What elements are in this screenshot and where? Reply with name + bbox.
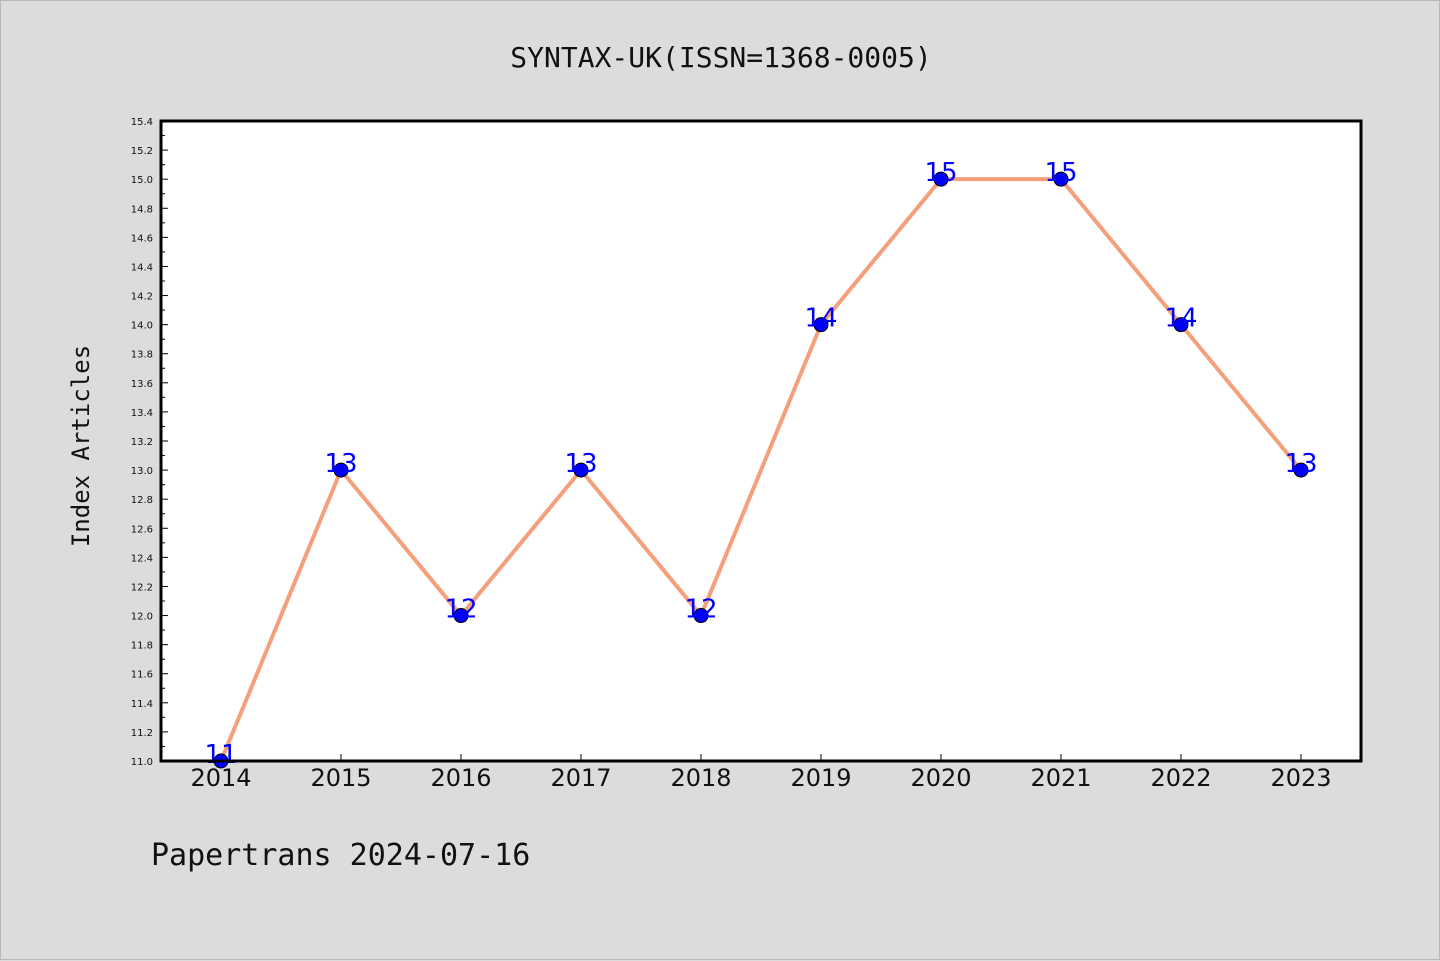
data-point — [453, 608, 469, 624]
x-tick-label: 2022 — [1150, 764, 1211, 792]
y-tick-label: 13.2 — [131, 437, 153, 448]
x-axis: 2014 2015 2016 2017 2018 2019 2020 2021 2022 2023 — [190, 754, 1332, 792]
y-tick-label: 14.2 — [131, 292, 153, 303]
data-label: 14 — [804, 304, 837, 334]
x-tick-label: 2019 — [790, 764, 851, 792]
data-label: 12 — [684, 595, 717, 625]
x-tick-label: 2021 — [1030, 764, 1091, 792]
chart-title: SYNTAX-UK(ISSN=1368-0005) — [510, 41, 931, 74]
data-point — [333, 462, 349, 478]
y-tick-label: 14.0 — [131, 321, 153, 332]
y-tick-label: 12.2 — [131, 582, 153, 593]
y-tick-label: 15.2 — [131, 146, 153, 157]
x-tick-label: 2016 — [430, 764, 491, 792]
y-tick-label: 13.8 — [131, 350, 153, 361]
y-tick-label: 13.6 — [131, 379, 153, 390]
plot-frame — [159, 119, 1363, 763]
series-line — [219, 177, 1303, 762]
data-point — [1293, 462, 1309, 478]
data-point — [693, 608, 709, 624]
y-tick-label: 12.8 — [131, 495, 153, 506]
y-tick-label: 11.2 — [131, 728, 153, 739]
y-tick-label: 13.0 — [131, 466, 153, 477]
data-label: 12 — [444, 595, 477, 625]
y-tick-label: 14.4 — [131, 262, 153, 273]
y-tick-label: 14.8 — [131, 204, 153, 215]
x-tick-label: 2018 — [670, 764, 731, 792]
y-tick-label: 13.4 — [131, 408, 153, 419]
data-label: 13 — [1284, 449, 1317, 479]
x-tick-label: 2014 — [190, 764, 251, 792]
data-point — [573, 462, 589, 478]
data-label: 15 — [1044, 158, 1077, 188]
data-label: 11 — [204, 740, 237, 770]
data-labels: 11 13 12 13 12 14 15 15 14 13 — [204, 158, 1317, 770]
x-tick-label: 2017 — [550, 764, 611, 792]
y-tick-label: 11.8 — [131, 641, 153, 652]
y-axis-label: Index Articles — [67, 345, 95, 547]
plot-area — [161, 121, 1361, 761]
y-tick-label: 11.6 — [131, 670, 153, 681]
y-tick-label: 12.6 — [131, 524, 153, 535]
y-tick-label: 15.0 — [131, 175, 153, 186]
y-tick-label: 12.4 — [131, 553, 153, 564]
x-tick-label: 2023 — [1270, 764, 1331, 792]
y-tick-label: 11.0 — [131, 757, 153, 768]
y-axis: 11.0 11.2 11.4 11.6 11.8 12.0 12.2 12.4 12.6 12.8… — [131, 117, 168, 768]
data-point — [813, 317, 829, 333]
y-tick-label: 14.6 — [131, 233, 153, 244]
data-markers — [213, 171, 1309, 769]
data-label: 13 — [324, 449, 357, 479]
data-point — [1173, 317, 1189, 333]
data-point — [1053, 171, 1069, 187]
data-point — [933, 171, 949, 187]
y-tick-label: 12.0 — [131, 612, 153, 623]
data-label: 15 — [924, 158, 957, 188]
x-tick-label: 2015 — [310, 764, 371, 792]
data-label: 14 — [1164, 304, 1197, 334]
data-label: 13 — [564, 449, 597, 479]
footer-text: Papertrans 2024-07-16 — [151, 838, 530, 873]
x-tick-label: 2020 — [910, 764, 971, 792]
y-tick-label: 11.4 — [131, 699, 153, 710]
y-tick-label: 15.4 — [131, 117, 153, 128]
